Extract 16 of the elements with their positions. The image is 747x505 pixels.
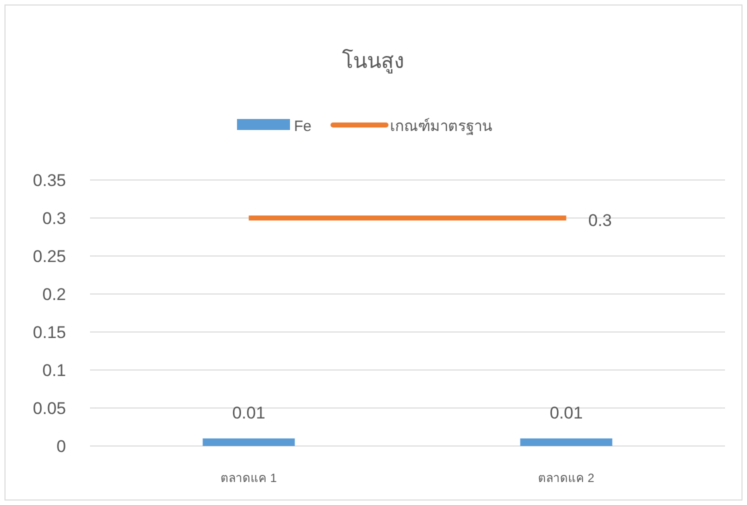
x-tick-label: ตลาดแค 1 xyxy=(220,471,278,485)
y-tick-label: 0.05 xyxy=(32,399,66,418)
chart-title: โนนสูง xyxy=(342,49,404,74)
legend-label: Fe xyxy=(294,118,312,135)
data-label: 0.01 xyxy=(550,403,583,422)
y-tick-label: 0.2 xyxy=(42,285,66,304)
legend-label: เกณฑ์มาตรฐาน xyxy=(390,118,492,135)
y-tick-label: 0 xyxy=(56,437,66,456)
y-tick-label: 0.3 xyxy=(42,209,66,228)
y-tick-label: 0.1 xyxy=(42,361,66,380)
data-label: 0.3 xyxy=(588,211,612,230)
y-tick-label: 0.15 xyxy=(32,323,66,342)
y-tick-label: 0.35 xyxy=(32,171,66,190)
y-tick-label: 0.25 xyxy=(32,247,66,266)
data-label: 0.01 xyxy=(232,403,266,422)
x-tick-label: ตลาดแค 2 xyxy=(538,471,595,485)
